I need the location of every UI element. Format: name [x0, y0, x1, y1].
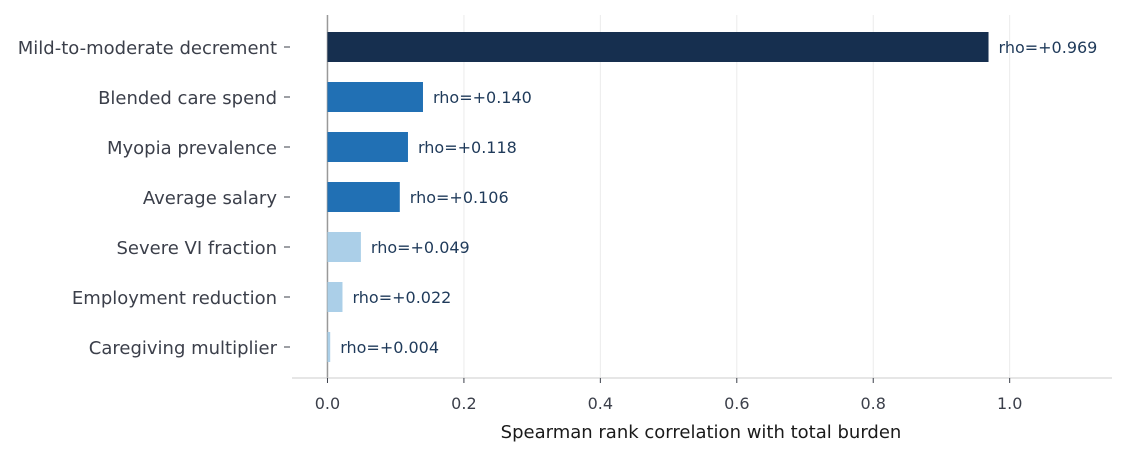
- data-label: rho=+0.106: [410, 188, 509, 207]
- data-labels: rho=+0.969 rho=+0.140 rho=+0.118 rho=+0.106…: [340, 38, 1097, 357]
- data-label: rho=+0.049: [371, 238, 470, 257]
- bar: [327, 32, 989, 62]
- bar: [327, 282, 343, 312]
- bar: [327, 182, 400, 212]
- x-axis-title: Spearman rank correlation with total bur…: [501, 422, 902, 443]
- category-label: Mild-to-moderate decrement: [18, 38, 277, 59]
- category-label: Employment reduction: [72, 288, 277, 309]
- x-tick-label: 1.0: [997, 394, 1022, 413]
- x-tick-label: 0.4: [588, 394, 613, 413]
- category-label: Caregiving multiplier: [89, 338, 278, 359]
- data-label: rho=+0.969: [999, 38, 1098, 57]
- data-label: rho=+0.140: [433, 88, 532, 107]
- x-tick-label: 0.2: [451, 394, 476, 413]
- data-label: rho=+0.118: [418, 138, 517, 157]
- bar: [327, 132, 408, 162]
- category-label: Myopia prevalence: [107, 138, 277, 159]
- data-label: rho=+0.022: [352, 288, 451, 307]
- bar: [327, 332, 331, 362]
- category-label: Severe VI fraction: [116, 238, 277, 259]
- x-tick-label: 0.0: [315, 394, 340, 413]
- data-label: rho=+0.004: [340, 338, 439, 357]
- x-tick-label: 0.6: [724, 394, 749, 413]
- category-labels: Mild-to-moderate decrement Blended care s…: [18, 38, 290, 359]
- category-label: Blended care spend: [98, 88, 277, 109]
- x-tick-label: 0.8: [861, 394, 886, 413]
- category-label: Average salary: [143, 188, 277, 209]
- bar: [327, 82, 423, 112]
- bars: [327, 32, 989, 362]
- bar: [327, 232, 361, 262]
- x-axis: 0.0 0.2 0.4 0.6 0.8 1.0: [292, 377, 1112, 413]
